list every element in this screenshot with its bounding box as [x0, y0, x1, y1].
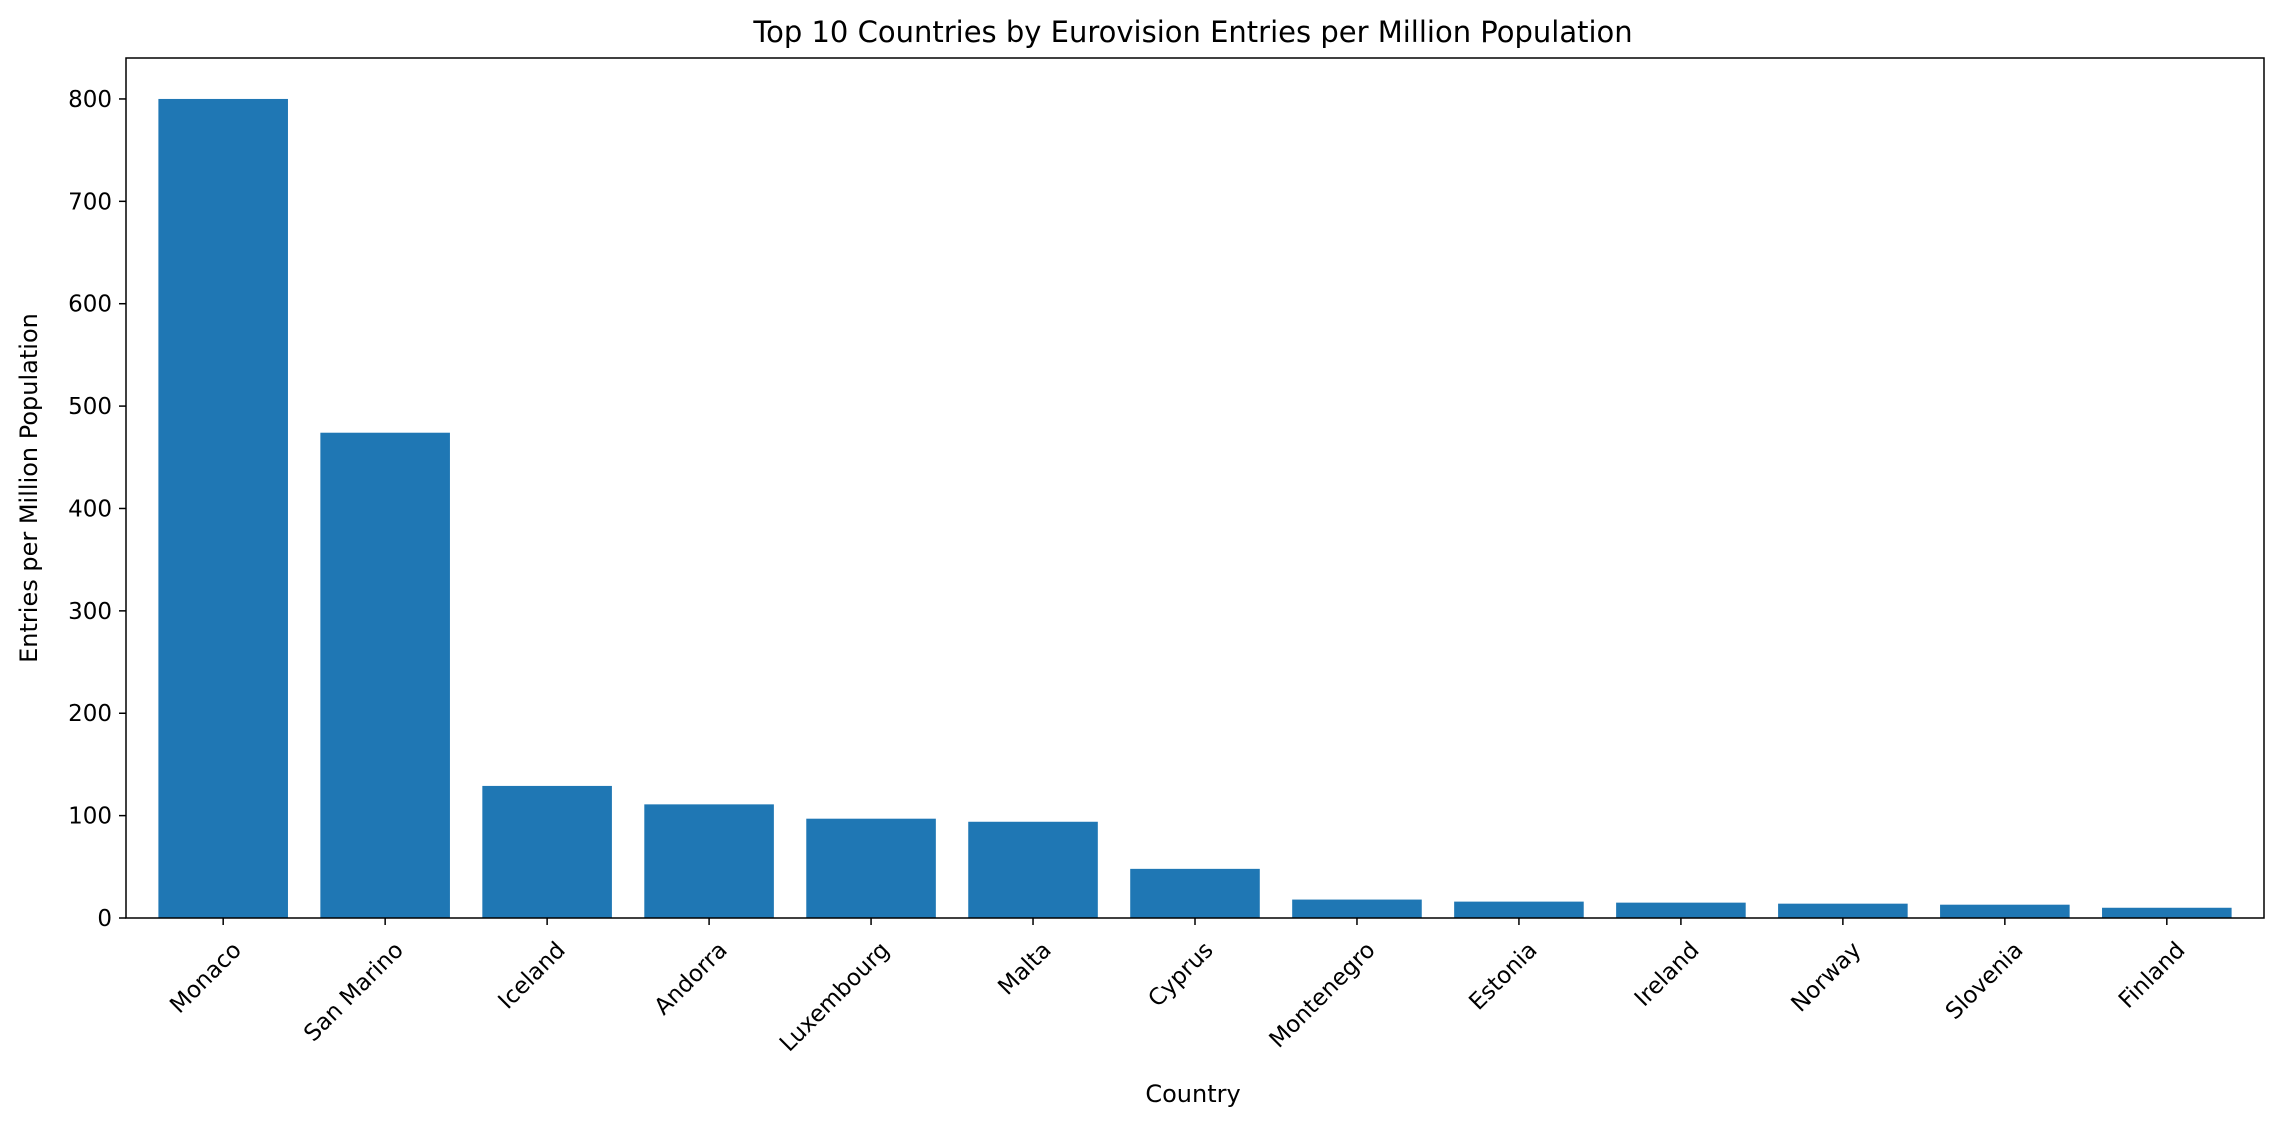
x-tick-label: Finland — [2114, 937, 2191, 1014]
x-tick-label: Malta — [993, 937, 1056, 1000]
bar-andorra — [644, 804, 774, 918]
bar-luxembourg — [806, 818, 936, 918]
y-tick-label: 600 — [68, 292, 112, 318]
bars-group — [158, 98, 2232, 918]
x-tick-label: Andorra — [650, 937, 733, 1020]
bar-ireland — [1616, 902, 1746, 918]
bar-estonia — [1454, 901, 1584, 918]
x-tick-label: Norway — [1786, 937, 1866, 1017]
bar-san-marino — [320, 432, 450, 918]
y-tick-label: 100 — [68, 804, 112, 830]
plot-frame — [125, 57, 2265, 919]
x-tick-label: Cyprus — [1143, 937, 1218, 1012]
x-tick-label: San Marino — [299, 937, 409, 1047]
y-tick-label: 300 — [68, 599, 112, 625]
x-tick-label: Estonia — [1464, 937, 1542, 1015]
x-axis-ticks: Monaco San Marino Iceland Andorra Luxembourg… — [165, 918, 2190, 1057]
y-tick-label: 500 — [68, 394, 112, 420]
y-tick-label: 200 — [68, 701, 112, 727]
x-tick-label: Ireland — [1630, 937, 1705, 1012]
x-tick-label: Luxembourg — [775, 937, 895, 1057]
bar-montenegro — [1292, 899, 1422, 918]
x-tick-label: Montenegro — [1265, 937, 1381, 1053]
bar-slovenia — [1940, 904, 2070, 918]
y-tick-label: 0 — [97, 906, 112, 932]
y-tick-label: 800 — [68, 87, 112, 113]
x-axis-label: Country — [1145, 1080, 1240, 1108]
bar-norway — [1778, 903, 1908, 918]
chart-title: Top 10 Countries by Eurovision Entries p… — [752, 15, 1632, 49]
x-tick-label: Slovenia — [1941, 937, 2029, 1025]
bar-finland — [2102, 907, 2232, 918]
y-axis-ticks: 0 100 200 300 400 500 600 700 800 — [68, 87, 126, 932]
y-tick-label: 400 — [68, 496, 112, 522]
bar-malta — [968, 821, 1098, 918]
x-tick-label: Iceland — [493, 937, 570, 1014]
y-axis-label: Entries per Million Population — [15, 313, 43, 663]
x-tick-label: Monaco — [165, 937, 247, 1019]
bar-iceland — [482, 785, 612, 918]
y-tick-label: 700 — [68, 189, 112, 215]
bar-cyprus — [1130, 868, 1260, 918]
bar-monaco — [158, 98, 288, 918]
